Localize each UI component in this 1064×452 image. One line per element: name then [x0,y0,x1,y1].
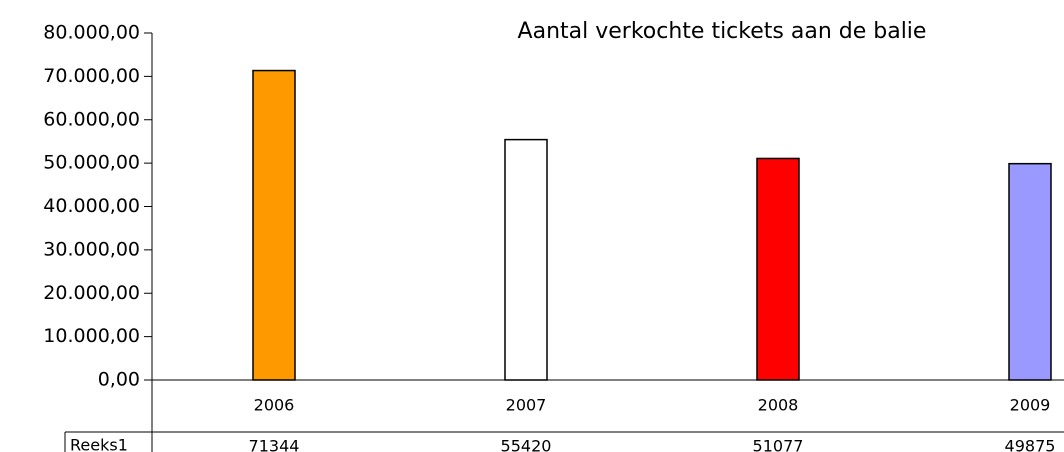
bar [1008,162,1052,381]
y-tick-label: 70.000,00 [43,65,140,87]
table-value: 49875 [1005,437,1056,452]
x-tick-label: 2006 [254,396,295,415]
x-tick-label: 2007 [506,396,547,415]
y-tick-label: 10.000,00 [43,325,140,347]
bar [504,138,548,381]
y-tick-label: 40.000,00 [43,195,140,217]
chart-title: Aantal verkochte tickets aan de balie [518,19,927,44]
bar [756,157,800,381]
y-tick-label: 60.000,00 [43,108,140,130]
table-value: 55420 [501,437,552,452]
table-value: 51077 [753,437,804,452]
table-value: 71344 [249,437,300,452]
table-series-name: Reeks1 [70,436,128,452]
x-tick-label: 2009 [1010,396,1051,415]
bar [252,69,296,381]
y-tick-label: 20.000,00 [43,282,140,304]
x-tick-label: 2008 [758,396,799,415]
y-tick-label: 30.000,00 [43,238,140,260]
y-tick-label: 0,00 [98,369,140,391]
y-tick-label: 50.000,00 [43,152,140,174]
y-tick-label: 80.000,00 [43,22,140,44]
